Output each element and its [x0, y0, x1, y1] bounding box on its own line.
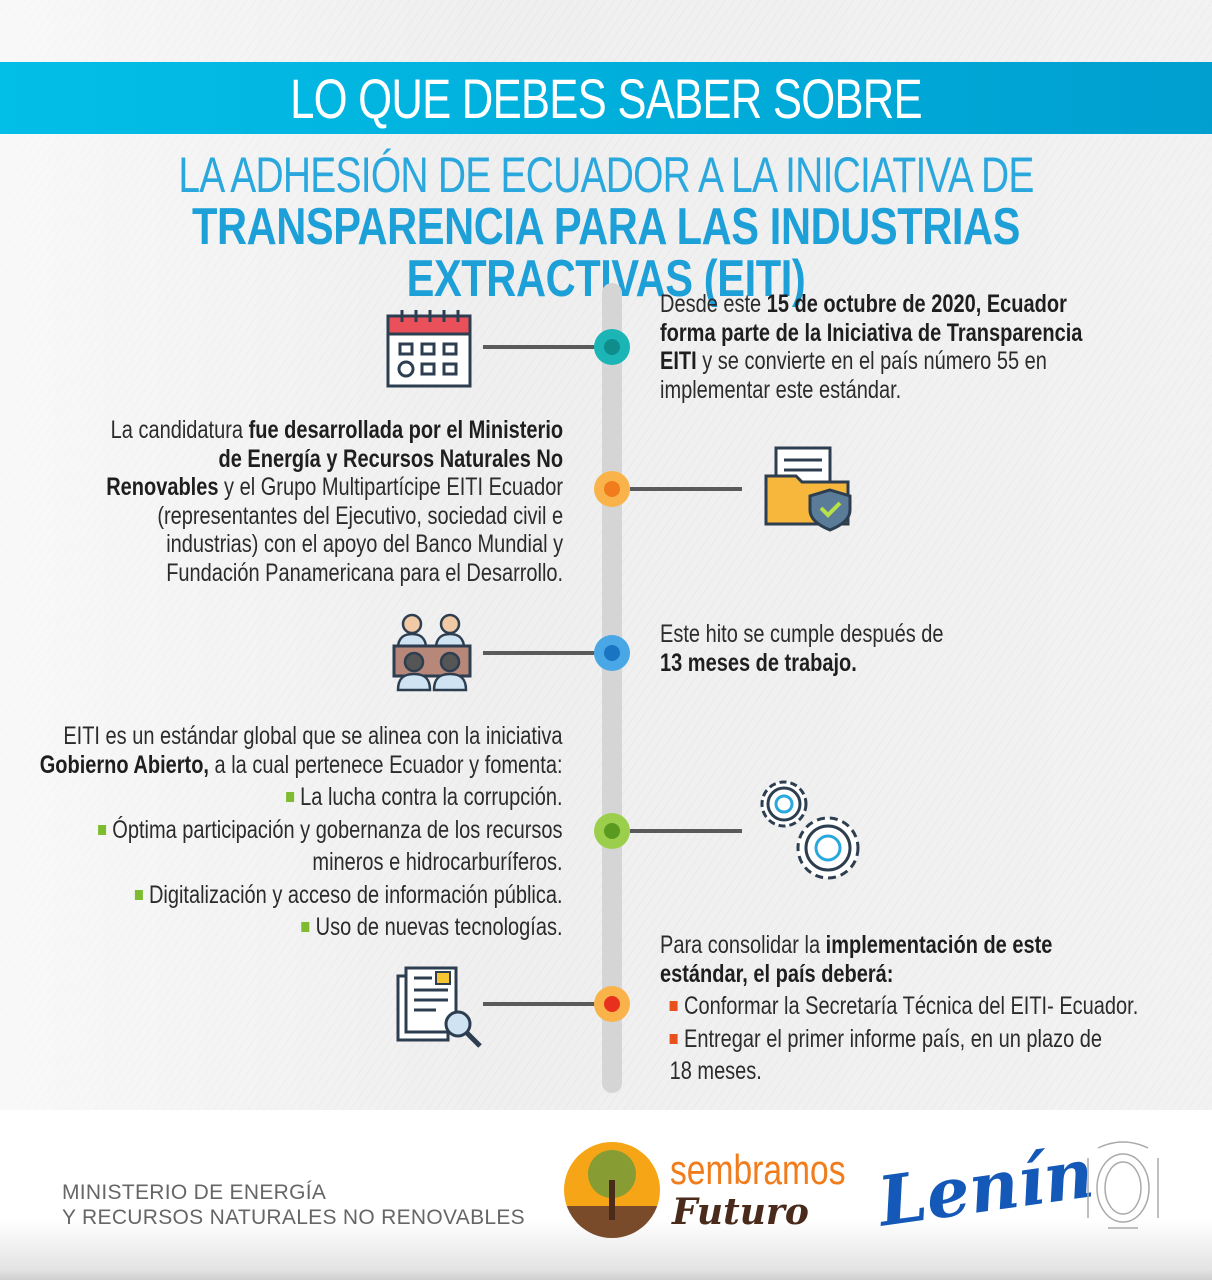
bold-text: 13 meses de trabajo. [660, 648, 857, 677]
text: y el Grupo Multipartícipe EITI Ecuador [218, 473, 563, 501]
header-title: LO QUE DEBES SABER SOBRE [290, 67, 923, 130]
text: Uso de nuevas tecnologías. [316, 913, 563, 941]
sembramos-futuro-tree-logo [564, 1142, 660, 1238]
secure-folder-icon [764, 446, 852, 532]
text: Conformar la Secretaría Técnica del EITI… [684, 992, 1139, 1020]
text: La candidatura [110, 416, 249, 444]
bold-text: 15 de octubre de 2020, Ecuador [766, 290, 1067, 318]
bold-text: Gobierno Abierto, [40, 750, 210, 779]
timeline-text-2: La candidatura fue desarrollada por el M… [106, 416, 563, 587]
text-line: Este hito se cumple después de [660, 620, 944, 649]
bold-text: fue desarrollada por el Ministerio [248, 416, 563, 444]
timeline-connector [483, 345, 598, 349]
text: y se convierte en el país número 55 en [696, 347, 1047, 375]
timeline-connector [483, 1002, 598, 1006]
text-line: Renovables y el Grupo Multipartícipe EIT… [106, 473, 563, 502]
text-line: Para consolidar la implementación de est… [660, 931, 1138, 960]
ministry-line-1: MINISTERIO DE ENERGÍA [62, 1181, 327, 1204]
text: Entregar el primer informe país, en un p… [684, 1024, 1102, 1053]
text-line: industrias) con el apoyo del Banco Mundi… [106, 530, 563, 559]
text-line: EITI es un estándar global que se alinea… [40, 722, 563, 751]
timeline-text-5: Para consolidar la implementación de est… [660, 931, 1138, 1086]
text: Óptima participación y gobernanza de los… [112, 815, 563, 844]
text-line: Óptima participación y gobernanza de los… [40, 816, 563, 845]
text-line: EITI y se convierte en el país número 55… [660, 347, 1082, 376]
text-line: Fundación Panamericana para el Desarroll… [106, 559, 563, 588]
text: implementar este estándar. [660, 375, 902, 404]
text-line: 18 meses. [660, 1057, 1138, 1086]
timeline-dot-center [604, 645, 620, 661]
timeline-dot [594, 471, 630, 507]
futuro-text: Futuro [672, 1191, 809, 1233]
text-line: Gobierno Abierto, a la cual pertenece Ec… [40, 751, 563, 780]
text-line: Conformar la Secretaría Técnica del EITI… [660, 992, 1138, 1021]
gears-icon [760, 780, 860, 880]
text-line: mineros e hidrocarburíferos. [40, 848, 563, 877]
text: Este hito se cumple después de [660, 620, 944, 648]
text: Fundación Panamericana para el Desarroll… [166, 558, 564, 587]
text-line: forma parte de la Iniciativa de Transpar… [660, 319, 1082, 348]
text-line: de Energía y Recursos Naturales No [106, 445, 563, 474]
text: EITI es un estándar global que se alinea… [63, 722, 564, 750]
bold-text: de Energía y Recursos Naturales No [218, 444, 564, 473]
timeline-dot-center [604, 996, 620, 1012]
timeline-text-4: EITI es un estándar global que se alinea… [40, 722, 563, 942]
bullet-icon [301, 922, 310, 932]
subtitle-line-1: LA ADHESIÓN DE ECUADOR A LA INICIATIVA D… [178, 147, 1034, 203]
text: mineros e hidrocarburíferos. [312, 848, 563, 876]
text-line: estándar, el país deberá: [660, 960, 1138, 989]
text-line: implementar este estándar. [660, 376, 1082, 405]
timeline-dot [594, 813, 630, 849]
text-line: Uso de nuevas tecnologías. [40, 913, 563, 942]
timeline-text-3: Este hito se cumple después de 13 meses d… [660, 620, 944, 677]
timeline-connector [630, 487, 742, 491]
timeline-text-1: Desde este 15 de octubre de 2020, Ecuado… [660, 290, 1082, 404]
bullet-icon [669, 1033, 678, 1044]
text: Para consolidar la [660, 931, 826, 959]
bold-text: Renovables [106, 473, 219, 501]
text-line: Entregar el primer informe país, en un p… [660, 1025, 1138, 1054]
bullet-icon [135, 889, 144, 900]
timeline-dot [594, 635, 630, 671]
text: industrias) con el apoyo del Banco Mundi… [166, 530, 563, 558]
ministry-line-2: Y RECURSOS NATURALES NO RENOVABLES [62, 1206, 525, 1229]
timeline-rail [602, 283, 622, 1093]
timeline-dot-center [604, 823, 620, 839]
bold-text: forma parte de la Iniciativa de Transpar… [660, 318, 1083, 347]
bullet-icon [286, 792, 295, 802]
text: La lucha contra la corrupción. [300, 783, 563, 811]
text: Desde este [660, 290, 767, 318]
text: a la cual pertenece Ecuador y fomenta: [209, 750, 563, 779]
bold-text: EITI [660, 347, 697, 375]
calendar-icon [386, 310, 472, 388]
text-line: 13 meses de trabajo. [660, 649, 944, 678]
text-line: Desde este 15 de octubre de 2020, Ecuado… [660, 290, 1082, 319]
timeline-connector [483, 651, 598, 655]
header-band [0, 62, 1212, 134]
timeline-dot [594, 986, 630, 1022]
text-line: Digitalización y acceso de información p… [40, 881, 563, 910]
text: (representantes del Ejecutivo, sociedad … [157, 501, 563, 530]
subtitle-line-2: TRANSPARENCIA PARA LAS INDUSTRIAS EXTRAC… [191, 198, 1021, 308]
timeline-dot-center [604, 339, 620, 355]
text-line: La candidatura fue desarrollada por el M… [106, 416, 563, 445]
bullet-icon [98, 824, 107, 835]
meeting-people-icon [392, 613, 472, 692]
ecuador-coat-of-arms [1087, 1141, 1159, 1229]
timeline-connector [630, 829, 742, 833]
bold-text: implementación de este [825, 931, 1053, 959]
text: 18 meses. [669, 1057, 762, 1085]
timeline-dot-center [604, 481, 620, 497]
ministry-logo-text: MINISTERIO DE ENERGÍA Y RECURSOS NATURALE… [62, 1180, 525, 1230]
text: Digitalización y acceso de información p… [149, 880, 563, 909]
document-search-icon [396, 966, 482, 1048]
bold-text: estándar, el país deberá: [660, 959, 894, 988]
sembramos-text: sembramos [670, 1146, 846, 1193]
bullet-icon [669, 1001, 678, 1011]
timeline-dot [594, 329, 630, 365]
text-line: La lucha contra la corrupción. [40, 783, 563, 812]
text-line: (representantes del Ejecutivo, sociedad … [106, 502, 563, 531]
